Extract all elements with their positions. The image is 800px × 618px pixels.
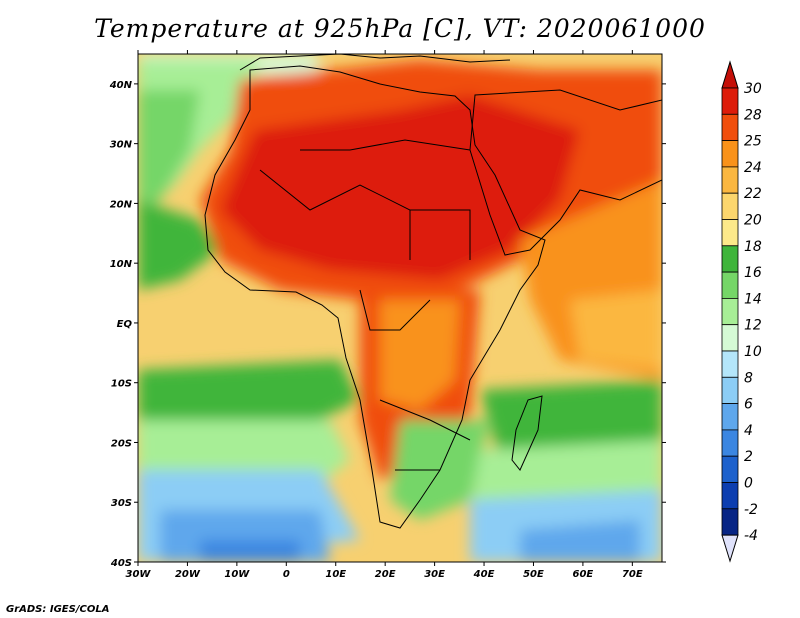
- colorbar-label: 14: [744, 291, 762, 307]
- latitude-axis: 40N 30N 20N 10N EQ 10S 20S 30S 40S: [109, 80, 666, 569]
- lon-tick-label: 10W: [224, 569, 250, 580]
- temperature-field: [138, 54, 662, 562]
- colorbar-top-arrow: [721, 60, 739, 89]
- colorbar-segment: [721, 403, 739, 431]
- lat-tick-label: 20S: [111, 438, 132, 449]
- colorbar-label: -4: [744, 528, 758, 544]
- lat-tick-label: 40S: [110, 558, 132, 569]
- lat-tick-label: 10N: [110, 259, 133, 270]
- colorbar-segment: [721, 508, 739, 536]
- colorbar-label: 2: [744, 449, 753, 465]
- colorbar-segment: [721, 297, 739, 326]
- colorbar-label: 28: [744, 107, 762, 123]
- lat-tick-label: 20N: [110, 199, 133, 210]
- colorbar-label: 18: [744, 239, 762, 255]
- colorbar-segment: [721, 455, 739, 483]
- borders: [259, 139, 471, 471]
- colorbar-bottom-arrow: [721, 534, 739, 563]
- colorbar-segment: [721, 376, 739, 404]
- colorbar-label: 20: [744, 213, 762, 229]
- lon-tick-label: 10E: [325, 569, 346, 580]
- lon-tick-label: 30E: [424, 569, 445, 580]
- arabia-coastline: [469, 89, 662, 256]
- colorbar-segment: [721, 113, 739, 142]
- lon-tick-label: 50E: [523, 569, 544, 580]
- lon-tick-label: 40E: [473, 569, 495, 580]
- africa-coastline: [204, 65, 546, 529]
- longitude-axis: 30W 20W 10W 0 10E 20E 30E 40E 50E 60E 70E: [126, 50, 643, 580]
- colorbar-label: 6: [744, 397, 753, 413]
- lon-tick-label: 70E: [622, 569, 643, 580]
- lat-tick-label: 30N: [110, 140, 133, 151]
- colorbar-segment: [721, 482, 739, 510]
- madagascar-coastline: [511, 395, 543, 471]
- colorbar-segment: [721, 140, 739, 168]
- lat-tick-label: 40N: [109, 80, 133, 91]
- lon-tick-label: 20E: [375, 569, 396, 580]
- colorbar-segment: [721, 166, 739, 194]
- grads-credit: GrADS: IGES/COLA: [6, 604, 110, 615]
- coastlines: [204, 54, 662, 529]
- lon-tick-label: 0: [283, 569, 290, 580]
- colorbar-label: 8: [744, 370, 753, 386]
- colorbar-segment: [721, 350, 739, 378]
- lat-tick-label: EQ: [117, 319, 133, 330]
- colorbar-label: 0: [744, 476, 753, 492]
- lon-tick-label: 30W: [126, 569, 152, 580]
- colorbar-label: -2: [744, 502, 758, 518]
- lat-tick-label: 30S: [111, 498, 132, 509]
- colorbar-label: 22: [744, 186, 762, 202]
- lat-tick-label: 10S: [111, 379, 132, 390]
- colorbar-label: 25: [744, 134, 762, 150]
- colorbar-segment: [721, 219, 739, 247]
- colorbar-label: 10: [744, 344, 762, 360]
- colorbar-segment: [721, 429, 739, 457]
- colorbar-label: 24: [744, 160, 762, 176]
- colorbar-segment: [721, 271, 739, 299]
- europe-coastline: [239, 54, 511, 71]
- lon-tick-label: 60E: [573, 569, 594, 580]
- colorbar-segment: [721, 87, 739, 115]
- colorbar-label: 16: [744, 265, 762, 281]
- colorbar-segment: [721, 245, 739, 273]
- colorbar-label: 4: [744, 423, 753, 439]
- lon-tick-label: 20W: [175, 569, 201, 580]
- plot-frame: [137, 53, 663, 563]
- colorbar-label: 12: [744, 318, 762, 334]
- colorbar-label: 30: [744, 81, 762, 97]
- colorbar-segment: [721, 192, 739, 220]
- colorbar-segment: [721, 324, 739, 352]
- map-title: Temperature at 925hPa [C], VT: 202006100…: [94, 14, 706, 43]
